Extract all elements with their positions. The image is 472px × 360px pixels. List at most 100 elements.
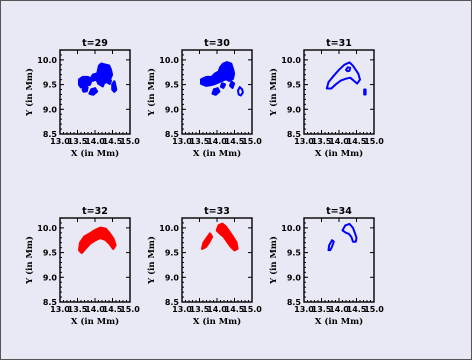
x-tick-label: 15.0 [120, 305, 140, 314]
panel-4: t=32 13.013.514.014.515.0 8.5 9.0 9.5 10.0 X (… [24, 206, 140, 327]
x-tick-label: 14.0 [329, 305, 349, 314]
y-tick-label: 10.0 [37, 224, 57, 233]
panel-3: t=31 13.013.514.014.515.0 8.5 9.0 9.5 10.0 X (… [268, 38, 384, 159]
y-tick-label: 8.5 [165, 130, 180, 139]
x-tick-label: 14.5 [225, 305, 245, 314]
panel-2: t=30 13.013.514.014.515.0 8.5 9.0 9.5 10.0 X (… [146, 38, 262, 159]
panel-title: t=33 [204, 206, 230, 217]
data-region-3 [88, 87, 99, 96]
x-tick-label: 14.0 [85, 305, 105, 314]
data-contour-1 [327, 239, 335, 252]
y-axis-label: Y (in Mm) [24, 236, 35, 285]
x-tick-label: 15.0 [242, 137, 262, 146]
x-tick-label: 13.5 [68, 137, 88, 146]
x-tick-label: 14.5 [103, 305, 123, 314]
x-tick-label: 15.0 [364, 305, 384, 314]
panel-data [78, 226, 117, 254]
y-tick-label: 9.5 [287, 249, 302, 258]
data-region-6 [99, 80, 106, 88]
data-contour-2 [345, 66, 352, 73]
x-tick-label: 13.0 [172, 137, 192, 146]
y-axis-label: Y (in Mm) [24, 68, 35, 117]
panel-title: t=31 [326, 38, 352, 49]
x-tick-label: 15.0 [364, 137, 384, 146]
x-tick-label: 14.5 [225, 137, 245, 146]
y-axis-label: Y (in Mm) [268, 236, 279, 285]
x-axis-label: X (in Mm) [193, 148, 241, 159]
y-tick-label: 9.0 [165, 273, 180, 282]
y-tick-label: 8.5 [43, 130, 58, 139]
panel-data [325, 61, 367, 96]
x-tick-label: 15.0 [120, 137, 140, 146]
x-tick-label: 13.5 [312, 305, 332, 314]
x-tick-label: 13.0 [294, 305, 314, 314]
x-tick-label: 13.0 [50, 305, 70, 314]
panel-data [200, 61, 244, 97]
y-tick-label: 9.0 [43, 105, 58, 114]
panel-5: t=33 13.013.514.014.515.0 8.5 9.0 9.5 10.0 X (… [146, 206, 262, 327]
y-tick-label: 10.0 [159, 56, 179, 65]
x-tick-label: 13.0 [50, 137, 70, 146]
data-contour-2 [341, 222, 358, 243]
y-tick-label: 9.5 [165, 249, 180, 258]
x-tick-label: 14.5 [347, 305, 367, 314]
panel-title: t=30 [204, 38, 230, 49]
x-tick-label: 14.5 [103, 137, 123, 146]
y-tick-label: 8.5 [165, 298, 180, 307]
y-tick-label: 9.0 [287, 105, 302, 114]
panel-title: t=32 [82, 206, 108, 217]
x-tick-label: 14.0 [207, 137, 227, 146]
data-region-1 [200, 61, 236, 87]
y-axis-label: Y (in Mm) [268, 68, 279, 117]
x-tick-label: 13.5 [68, 305, 88, 314]
y-tick-label: 10.0 [37, 56, 57, 65]
x-tick-label: 14.0 [329, 137, 349, 146]
y-tick-label: 10.0 [159, 224, 179, 233]
x-axis-label: X (in Mm) [71, 148, 119, 159]
y-tick-label: 8.5 [43, 298, 58, 307]
x-axis-label: X (in Mm) [315, 316, 363, 327]
data-region-7 [105, 78, 112, 85]
panel-title: t=29 [82, 38, 108, 49]
panel-data [78, 62, 118, 96]
data-region-1 [78, 226, 117, 254]
x-tick-label: 14.0 [85, 137, 105, 146]
y-tick-label: 9.5 [43, 249, 58, 258]
panel-1: t=29 13.013.514.014.515.0 8.5 9.0 9.5 10.0 X (… [24, 38, 140, 159]
y-axis-label: Y (in Mm) [146, 236, 157, 285]
y-tick-label: 9.5 [287, 81, 302, 90]
y-axis-label: Y (in Mm) [146, 68, 157, 117]
data-region-8 [111, 80, 118, 93]
y-tick-label: 8.5 [287, 298, 302, 307]
data-region-3 [219, 82, 226, 89]
data-region-1 [201, 232, 214, 250]
x-axis-label: X (in Mm) [315, 148, 363, 159]
y-tick-label: 9.0 [165, 105, 180, 114]
panel-6: t=34 13.013.514.014.515.0 8.5 9.0 9.5 10.0 X (… [268, 206, 384, 327]
data-contour-1 [237, 86, 244, 97]
x-tick-label: 14.5 [347, 137, 367, 146]
panel-data [201, 222, 239, 252]
y-tick-label: 9.0 [43, 273, 58, 282]
x-tick-label: 13.0 [172, 305, 192, 314]
panel-data [327, 222, 358, 252]
x-axis-label: X (in Mm) [193, 316, 241, 327]
x-tick-label: 13.5 [190, 137, 210, 146]
panel-title: t=34 [326, 206, 352, 217]
x-tick-label: 13.5 [312, 137, 332, 146]
x-tick-label: 13.0 [294, 137, 314, 146]
y-tick-label: 8.5 [287, 130, 302, 139]
y-tick-label: 9.5 [43, 81, 58, 90]
data-region-2 [215, 222, 239, 252]
data-contour-3 [363, 88, 367, 96]
data-region-2 [211, 87, 221, 96]
x-axis-label: X (in Mm) [71, 316, 119, 327]
x-tick-label: 14.0 [207, 305, 227, 314]
y-tick-label: 10.0 [281, 224, 301, 233]
y-tick-label: 10.0 [281, 56, 301, 65]
data-contour-1 [325, 61, 361, 90]
data-region-4 [81, 85, 89, 93]
